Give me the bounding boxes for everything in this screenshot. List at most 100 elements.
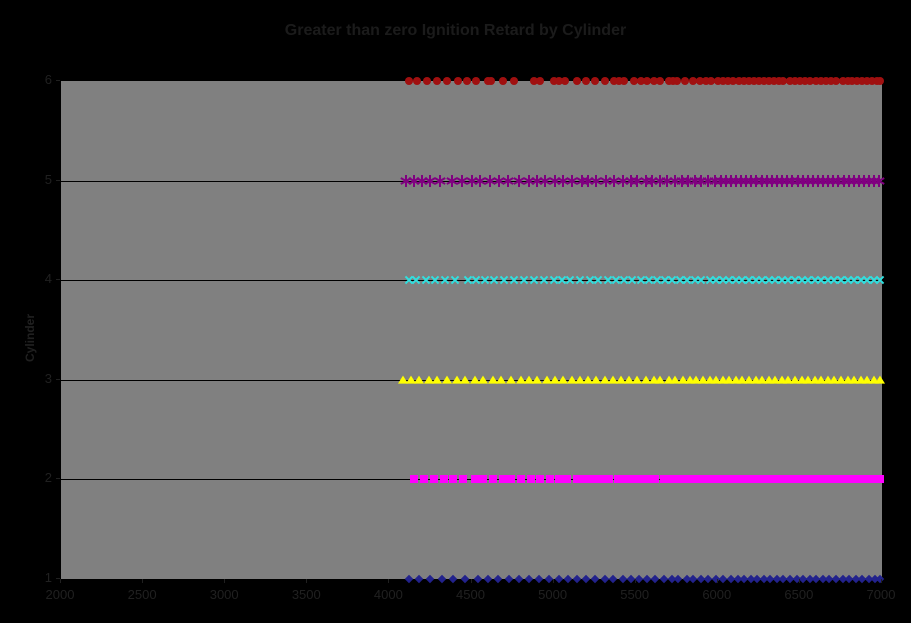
square-marker bbox=[731, 475, 740, 484]
triangle-marker bbox=[477, 375, 488, 384]
circle-marker bbox=[812, 77, 821, 85]
square-marker bbox=[488, 475, 497, 484]
triangle-marker bbox=[816, 375, 827, 384]
circle-marker bbox=[442, 77, 451, 85]
circle-marker bbox=[472, 77, 481, 85]
square-marker bbox=[478, 475, 487, 484]
asterisk-marker bbox=[446, 174, 458, 187]
square-marker bbox=[419, 475, 428, 484]
square-marker bbox=[506, 475, 515, 484]
square-marker bbox=[666, 475, 675, 484]
asterisk-marker bbox=[539, 174, 552, 187]
circle-marker bbox=[718, 77, 727, 85]
asterisk-marker bbox=[400, 174, 412, 187]
y-tick-label: 1 bbox=[44, 570, 52, 585]
square-marker bbox=[869, 475, 878, 484]
square-marker bbox=[812, 475, 821, 484]
circle-marker bbox=[832, 77, 841, 85]
triangle-marker bbox=[574, 375, 585, 384]
asterisk-marker bbox=[600, 174, 612, 187]
circle-marker bbox=[838, 77, 847, 85]
square-marker bbox=[818, 475, 827, 484]
triangle-marker bbox=[803, 375, 814, 384]
circle-marker bbox=[498, 77, 507, 85]
asterisk-marker bbox=[616, 174, 629, 187]
asterisk-marker bbox=[582, 174, 594, 187]
circle-marker bbox=[749, 77, 758, 85]
circle-marker bbox=[707, 77, 716, 85]
asterisk-marker bbox=[608, 174, 621, 187]
asterisk-marker bbox=[812, 174, 824, 187]
triangle-marker bbox=[750, 375, 761, 384]
x-tick-label: 2000 bbox=[45, 587, 75, 602]
x-tick-label: 3500 bbox=[291, 587, 321, 602]
asterisk-marker bbox=[669, 174, 681, 187]
circle-marker bbox=[680, 77, 689, 85]
diamond-marker bbox=[414, 574, 424, 584]
y-tick-label: 3 bbox=[44, 370, 52, 386]
y-tick-label: 5 bbox=[44, 171, 52, 187]
square-marker bbox=[777, 475, 786, 484]
triangle-marker bbox=[413, 375, 424, 384]
square-marker bbox=[772, 475, 781, 484]
asterisk-marker bbox=[465, 174, 478, 187]
triangle-marker bbox=[855, 375, 866, 384]
asterisk-marker bbox=[744, 174, 757, 187]
square-marker bbox=[784, 475, 793, 484]
triangle-marker bbox=[684, 375, 695, 384]
asterisk-marker bbox=[863, 174, 875, 187]
square-marker bbox=[738, 475, 747, 484]
circle-marker bbox=[561, 77, 570, 85]
square-marker bbox=[536, 475, 545, 484]
square-marker bbox=[572, 475, 581, 484]
diamond-marker bbox=[651, 574, 660, 584]
y-tick-label: 2 bbox=[44, 470, 52, 486]
diamond-marker bbox=[449, 574, 458, 584]
circle-marker bbox=[769, 77, 778, 85]
square-marker bbox=[630, 475, 639, 484]
diamond-marker bbox=[524, 574, 534, 584]
diamond-marker bbox=[404, 574, 414, 584]
triangle-marker bbox=[770, 375, 781, 384]
circle-marker bbox=[817, 77, 826, 85]
triangle-marker bbox=[624, 375, 635, 384]
circle-marker bbox=[600, 77, 609, 85]
triangle-marker bbox=[496, 375, 507, 384]
square-marker bbox=[410, 475, 419, 484]
square-marker bbox=[449, 475, 458, 484]
triangle-marker bbox=[532, 375, 543, 384]
circle-marker bbox=[876, 77, 885, 85]
circle-marker bbox=[462, 77, 471, 85]
x-tick-label: 2500 bbox=[127, 587, 157, 602]
square-marker bbox=[644, 475, 653, 484]
triangle-marker bbox=[640, 375, 651, 384]
asterisk-marker bbox=[792, 174, 804, 187]
asterisk-marker bbox=[455, 174, 468, 187]
x-tick-label: 6000 bbox=[702, 587, 732, 602]
square-marker bbox=[835, 475, 844, 484]
diamond-marker bbox=[564, 574, 573, 584]
y-tick-mark bbox=[56, 578, 60, 579]
x-tick-label: 3000 bbox=[209, 587, 239, 602]
square-marker bbox=[636, 475, 645, 484]
asterisk-marker bbox=[689, 174, 701, 187]
triangle-marker bbox=[505, 375, 516, 384]
asterisk-marker bbox=[424, 174, 437, 187]
triangle-marker bbox=[730, 375, 741, 384]
x-tick-mark bbox=[388, 579, 390, 583]
square-marker bbox=[720, 475, 729, 484]
asterisk-marker bbox=[735, 174, 747, 187]
triangle-marker bbox=[432, 375, 443, 384]
circle-marker bbox=[643, 77, 652, 85]
triangle-marker bbox=[583, 375, 594, 384]
circle-marker bbox=[664, 77, 673, 85]
circle-marker bbox=[786, 77, 795, 85]
diamond-marker bbox=[460, 574, 470, 584]
asterisk-marker bbox=[631, 174, 644, 187]
gridline bbox=[61, 280, 882, 282]
y-tick-mark bbox=[56, 279, 60, 281]
x-tick-mark bbox=[224, 579, 226, 583]
triangle-marker bbox=[550, 375, 561, 384]
asterisk-marker bbox=[831, 174, 844, 187]
